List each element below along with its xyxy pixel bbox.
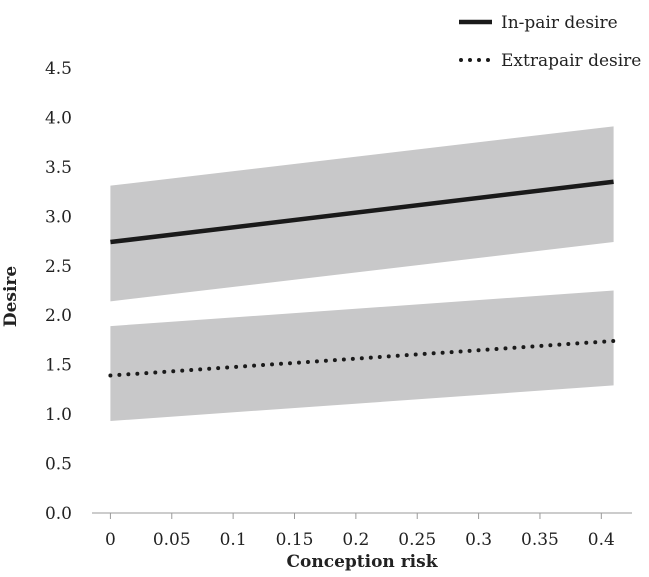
y-axis-title: Desire xyxy=(1,266,21,328)
legend: In-pair desire Extrapair desire xyxy=(459,13,641,71)
y-tick-label: 0.0 xyxy=(45,504,72,524)
confidence-band-2 xyxy=(110,290,614,422)
y-tick-label: 3.5 xyxy=(45,158,72,178)
y-tick-label: 4.0 xyxy=(45,108,72,128)
x-tick-label: 0.3 xyxy=(465,530,492,550)
x-tick-label: 0.25 xyxy=(398,530,436,550)
legend-item-1: In-pair desire xyxy=(459,13,618,33)
y-tick-label: 3.0 xyxy=(45,207,72,227)
series-line-1 xyxy=(110,179,614,245)
x-tick-label: 0.1 xyxy=(220,530,247,550)
series-lines xyxy=(108,179,616,378)
x-axis-title: Conception risk xyxy=(287,552,439,572)
y-tick-label: 2.0 xyxy=(45,306,72,326)
series-line-2 xyxy=(108,338,616,378)
y-tick-label: 1.0 xyxy=(45,405,72,425)
x-tick-label: 0.35 xyxy=(521,530,559,550)
legend-item-2: Extrapair desire xyxy=(459,51,641,71)
x-tick-label: 0 xyxy=(105,530,116,550)
legend-label: Extrapair desire xyxy=(501,51,641,71)
x-tick-label: 0.4 xyxy=(588,530,615,550)
y-tick-label: 1.5 xyxy=(45,356,72,376)
legend-label: In-pair desire xyxy=(501,13,618,33)
y-tick-label: 0.5 xyxy=(45,455,72,475)
x-tick-label: 0.15 xyxy=(276,530,314,550)
x-tick-label: 0.05 xyxy=(153,530,191,550)
y-tick-label: 2.5 xyxy=(45,257,72,277)
y-tick-label: 4.5 xyxy=(45,59,72,79)
confidence-bands xyxy=(110,126,614,422)
axes: 0 0.05 0.1 0.15 0.2 0.25 0.3 0.35 0.4 0.0 0.5 1.0 1.… xyxy=(45,59,632,550)
x-tick-label: 0.2 xyxy=(342,530,369,550)
